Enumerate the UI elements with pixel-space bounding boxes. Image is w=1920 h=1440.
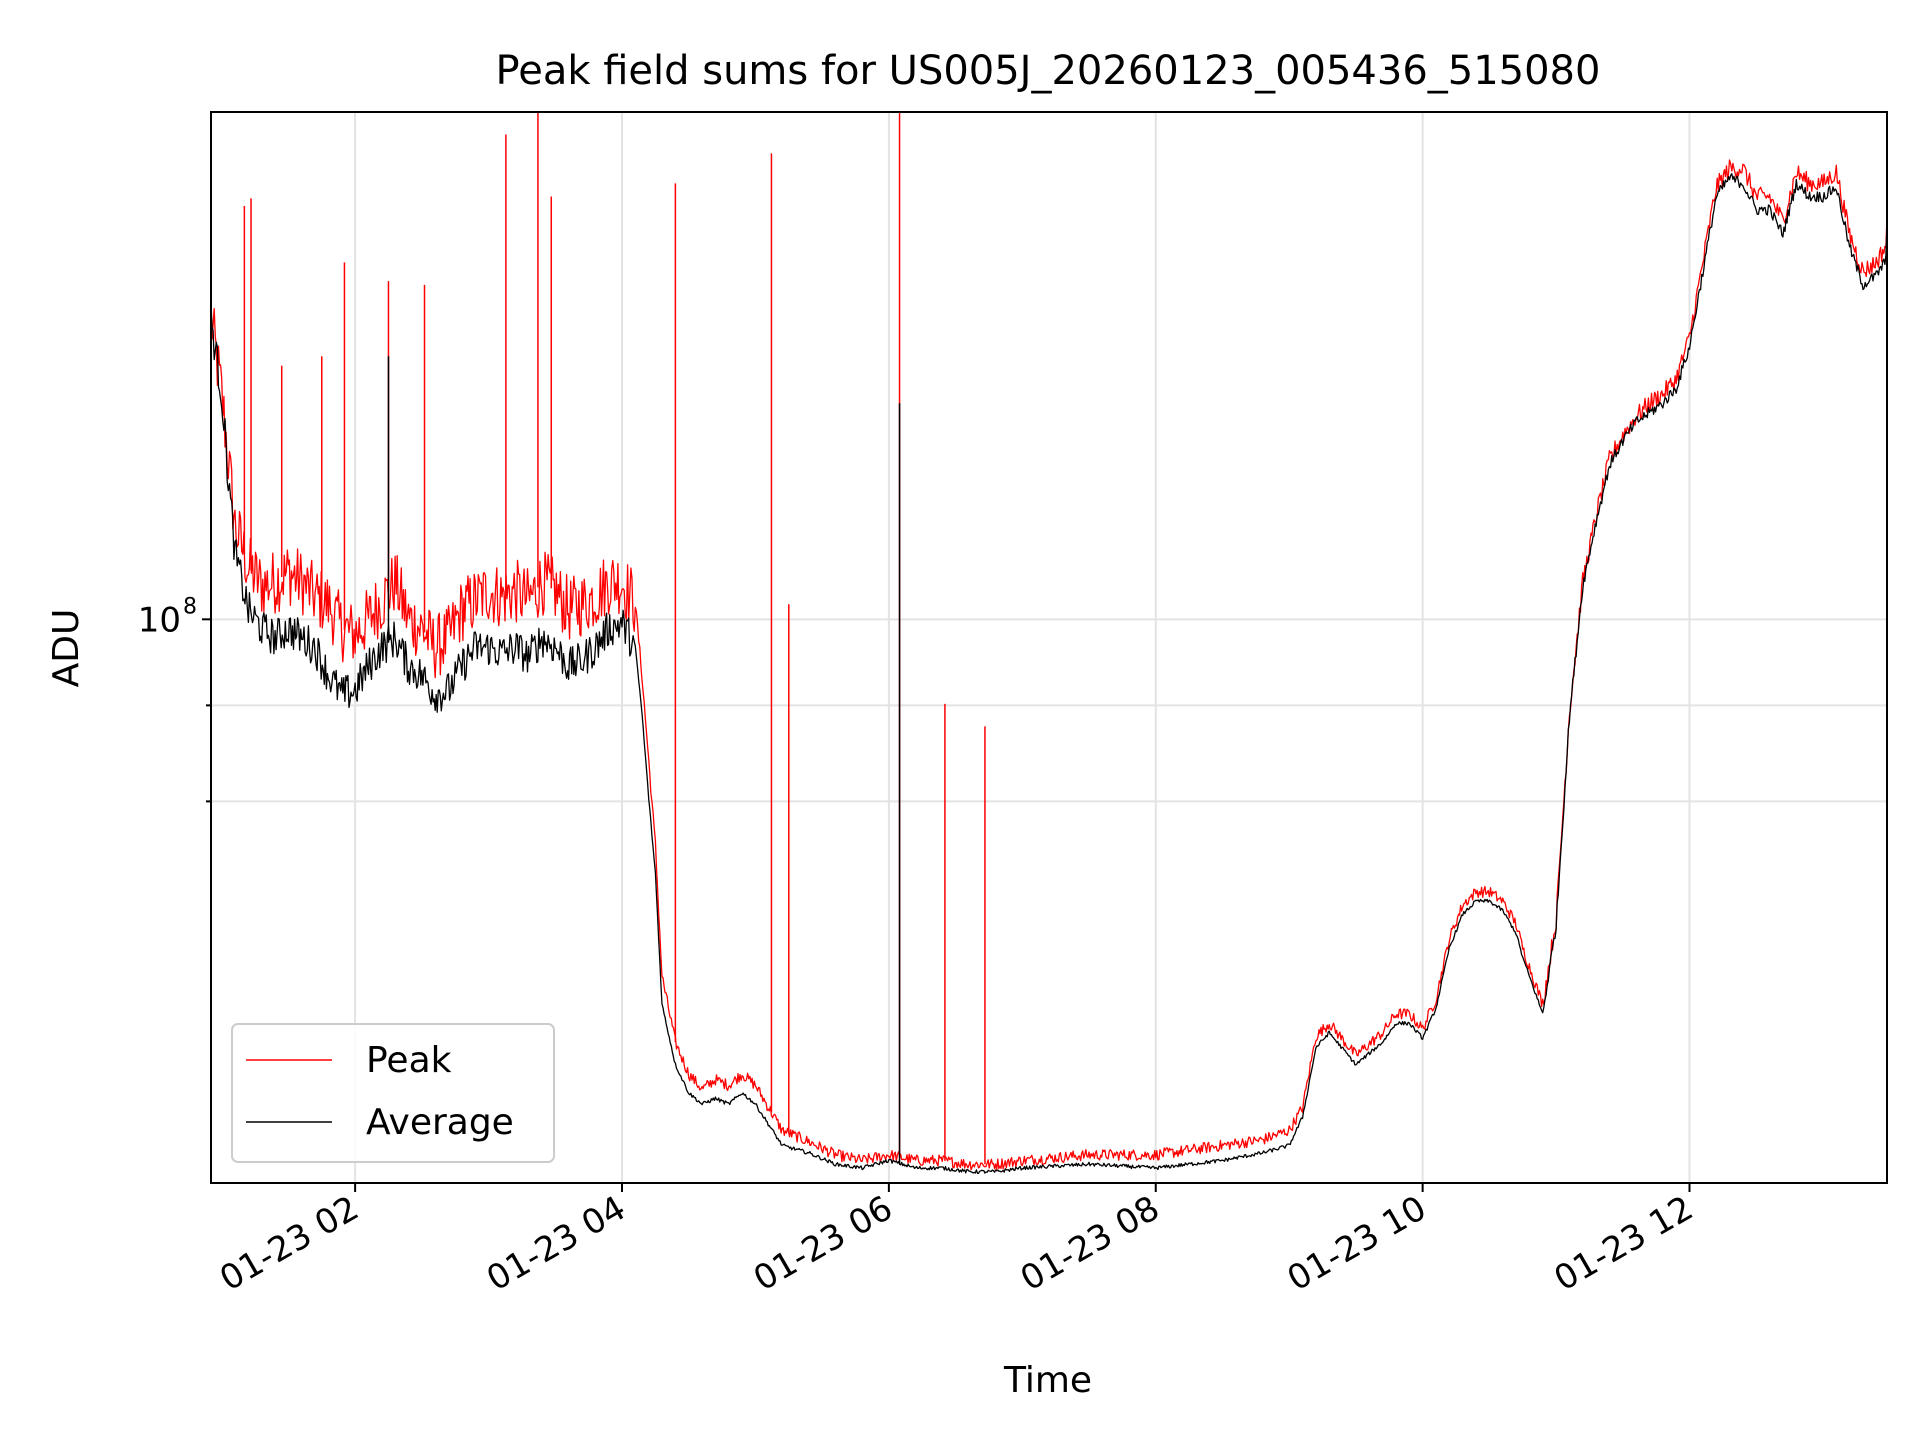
x-tick-label: 01-23 08 [1014, 1188, 1166, 1299]
peak-series-line [210, 159, 1888, 1171]
grid-lines [211, 112, 1887, 1183]
plot-area [211, 112, 1887, 1183]
x-tick-label: 01-23 06 [747, 1188, 899, 1299]
x-axis-label: Time [1003, 1360, 1092, 1401]
legend-box [231, 1023, 555, 1163]
x-tick-label: 01-23 12 [1548, 1188, 1700, 1299]
chart-title: Peak field sums for US005J_20260123_0054… [496, 48, 1601, 94]
y-tick-exponent: 8 [183, 594, 197, 619]
x-tick-label: 01-23 02 [213, 1188, 365, 1299]
x-tick-label: 01-23 04 [480, 1188, 632, 1299]
y-tick-label: 10 [138, 600, 181, 640]
y-axis-label: ADU [46, 609, 87, 688]
legend: Peak Average [231, 1023, 555, 1163]
plot-frame [210, 111, 1888, 1184]
series-layer [210, 112, 1888, 1175]
legend-average-label: Average [366, 1102, 514, 1143]
x-tick-label: 01-23 10 [1281, 1188, 1433, 1299]
average-series-line [210, 173, 1888, 1175]
legend-peak-label: Peak [366, 1040, 452, 1081]
